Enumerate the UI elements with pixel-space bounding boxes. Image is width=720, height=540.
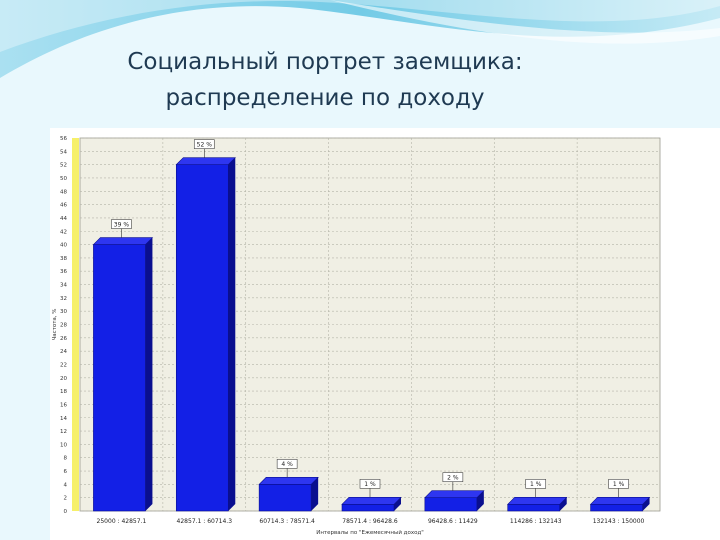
y-tick-label: 50 (60, 176, 67, 182)
data-label: 1 % (364, 481, 376, 488)
y-tick-label: 0 (64, 509, 68, 515)
y-tick-label: 12 (60, 429, 67, 435)
bar-side (394, 497, 401, 511)
y-axis-title: Частота, % (52, 308, 58, 340)
data-label: 39 % (114, 221, 130, 228)
bar-side (228, 157, 236, 511)
bar-top (424, 490, 485, 498)
y-tick-label: 32 (60, 296, 67, 302)
bar-top (175, 157, 237, 165)
y-tick-label: 48 (60, 189, 67, 195)
bar (258, 477, 319, 512)
y-tick-label: 44 (60, 216, 67, 222)
x-axis-title: Интервалы по "Ежемесячный доход" (316, 529, 424, 536)
y-tick-label: 26 (60, 336, 67, 342)
x-category-label: 42857.1 : 60714.3 (177, 518, 233, 525)
y-tick-label: 30 (60, 309, 67, 315)
bar-side (476, 490, 484, 511)
y-tick-label: 10 (60, 442, 67, 448)
y-tick-label: 56 (60, 136, 67, 142)
bar-top (506, 497, 568, 505)
bar-top (92, 237, 154, 245)
y-tick-label: 38 (60, 256, 67, 262)
y-tick-label: 18 (60, 389, 67, 395)
bar (341, 497, 402, 512)
data-label: 4 % (281, 461, 293, 468)
y-tick-label: 52 (60, 163, 67, 169)
y-tick-label: 20 (60, 376, 67, 382)
x-category-label: 25000 : 42857.1 (97, 518, 147, 525)
y-tick-label: 2 (64, 496, 68, 502)
chart-svg: 0246810121416182022242628303234363840424… (50, 128, 720, 540)
y-tick-label: 40 (60, 243, 67, 249)
bar-front (507, 504, 561, 512)
bar-side (559, 497, 567, 511)
data-label-box (193, 139, 215, 149)
x-category-label: 114286 : 132143 (510, 518, 562, 525)
x-category-label: 132143 : 150000 (593, 518, 645, 525)
bar-front (175, 164, 229, 512)
slide-title: Социальный портрет заемщика: распределен… (0, 44, 650, 116)
bar-front (93, 244, 146, 512)
y-tick-label: 22 (60, 362, 67, 368)
income-distribution-chart: 0 2 4 6 8 10 12 14 16 18 20 22 24 26 28 30 32 34 36 38 40 42 4… (50, 128, 720, 540)
bar-front (590, 504, 643, 512)
data-label-box (276, 459, 298, 469)
y-tick-label: 34 (60, 283, 67, 289)
data-label-box (608, 479, 629, 489)
bar-side (311, 477, 319, 511)
data-label-box (359, 479, 381, 489)
bar (506, 497, 568, 512)
data-label-box (442, 472, 464, 482)
bar-top (258, 477, 319, 485)
slide-title-line-1: Социальный портрет заемщика: (127, 49, 523, 75)
header-swoosh (0, 0, 720, 78)
x-category-label: 78571.4 : 96428.6 (342, 518, 398, 525)
y-tick-label: 46 (60, 203, 67, 209)
data-label-box (525, 479, 547, 489)
x-category-label: 60714.3 : 78571.4 (259, 518, 315, 525)
x-category-label: 96428.6 : 11429 (428, 518, 478, 525)
data-label: 1 % (530, 481, 542, 488)
bar-front (258, 484, 312, 512)
y-tick-label: 8 (64, 456, 68, 462)
y-tick-label: 6 (64, 469, 68, 475)
data-label: 1 % (613, 481, 625, 488)
bar-front (341, 504, 395, 512)
data-label: 52 % (197, 141, 213, 148)
bar-top (341, 497, 402, 505)
bar-side (642, 497, 650, 511)
data-label: 2 % (447, 474, 459, 481)
bar (175, 157, 237, 512)
bar-side (145, 237, 153, 512)
y-tick-label: 36 (60, 269, 67, 275)
bar-front (424, 497, 478, 512)
slide-title-line-2: распределение по доходу (165, 85, 485, 111)
y-tick-label: 28 (60, 323, 67, 329)
data-label-box (111, 219, 132, 229)
bar (92, 237, 154, 512)
y-tick-label: 14 (60, 416, 67, 422)
axis-side-strip (72, 138, 79, 511)
bar-top (589, 497, 651, 505)
y-tick-label: 4 (64, 482, 68, 488)
bar (424, 490, 485, 512)
y-tick-label: 42 (60, 229, 67, 235)
y-tick-label: 24 (60, 349, 67, 355)
y-tick-label: 54 (60, 149, 67, 155)
bar (589, 497, 651, 512)
y-tick-label: 16 (60, 402, 67, 408)
